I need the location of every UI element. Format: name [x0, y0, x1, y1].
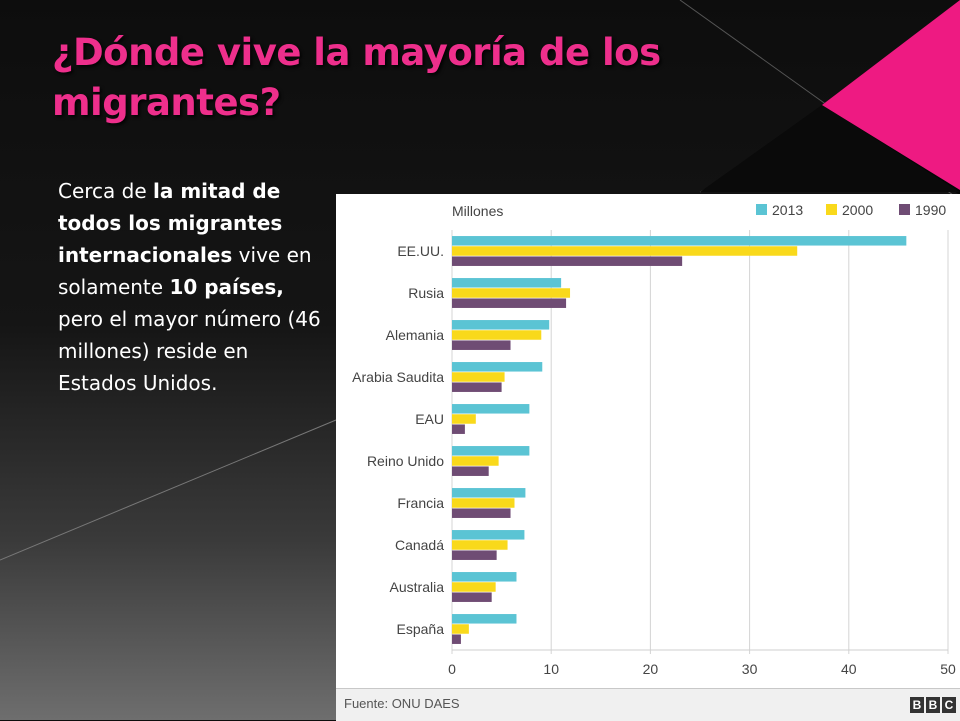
bbc-logo-letter: C — [942, 697, 956, 713]
category-label: Australia — [390, 579, 445, 595]
x-tick-label: 10 — [543, 661, 559, 677]
slide-body-text: Cerca de la mitad de todos los migrantes… — [58, 175, 328, 399]
bar — [452, 278, 562, 288]
bar — [452, 466, 489, 476]
bar — [452, 446, 530, 456]
x-tick-label: 30 — [742, 661, 758, 677]
bar — [452, 256, 683, 266]
bar — [452, 330, 542, 340]
body-text-run: Cerca de — [58, 179, 154, 203]
legend-swatch — [756, 204, 767, 215]
bar — [452, 236, 907, 246]
bar — [452, 488, 526, 498]
bar — [452, 414, 476, 424]
category-label: Rusia — [408, 285, 444, 301]
bar — [452, 298, 567, 308]
bar — [452, 634, 461, 644]
bar — [452, 582, 496, 592]
bar — [452, 320, 550, 330]
category-label: EE.UU. — [397, 243, 444, 259]
x-tick-label: 20 — [643, 661, 659, 677]
bar — [452, 382, 502, 392]
bar — [452, 372, 505, 382]
bar — [452, 508, 511, 518]
bar-chart: 0 10 20 30 40 50 Millones 2013 2000 1990 EE.UU. Rus… — [352, 202, 956, 677]
deco-line — [0, 419, 337, 561]
category-label: Arabia Saudita — [352, 369, 444, 385]
bar — [452, 362, 543, 372]
category-label: Alemania — [386, 327, 445, 343]
legend-label: 1990 — [915, 202, 946, 218]
x-tick-label: 50 — [940, 661, 956, 677]
bar — [452, 614, 517, 624]
category-label: España — [397, 621, 445, 637]
bar — [452, 530, 525, 540]
bar — [452, 404, 530, 414]
unit-label: Millones — [452, 203, 503, 219]
bbc-logo-letter: B — [910, 697, 924, 713]
bar — [452, 498, 515, 508]
body-text-run: vive en solamente — [58, 243, 312, 299]
bar-chart-panel: 0 10 20 30 40 50 Millones 2013 2000 1990 EE.UU. Rus… — [336, 194, 960, 721]
bar — [452, 624, 469, 634]
bbc-logo-letter: B — [926, 697, 940, 713]
bar — [452, 456, 499, 466]
slide-title: ¿Dónde vive la mayoría de los migrantes? — [52, 31, 661, 124]
deco-pink-triangle — [822, 0, 960, 190]
bar — [452, 572, 517, 582]
bar — [452, 340, 511, 350]
deco-dark-triangle — [700, 105, 960, 192]
bar — [452, 424, 465, 434]
bar — [452, 288, 571, 298]
x-tick-label: 40 — [841, 661, 857, 677]
body-text-emphasis: la mitad de todos los migrantes internac… — [58, 179, 283, 267]
category-label: Canadá — [395, 537, 444, 553]
legend-label: 2000 — [842, 202, 873, 218]
category-label: EAU — [415, 411, 444, 427]
source-label: Fuente: ONU DAES — [344, 696, 460, 711]
bar — [452, 550, 497, 560]
legend-swatch — [899, 204, 910, 215]
bar — [452, 592, 492, 602]
bar — [452, 246, 798, 256]
legend-swatch — [826, 204, 837, 215]
category-label: Francia — [397, 495, 444, 511]
body-text-run: pero el mayor número (46 millones) resid… — [58, 307, 321, 395]
legend-label: 2013 — [772, 202, 803, 218]
x-tick-label: 0 — [448, 661, 456, 677]
bar — [452, 540, 508, 550]
category-label: Reino Unido — [367, 453, 444, 469]
body-text-emphasis: 10 países, — [169, 275, 284, 299]
